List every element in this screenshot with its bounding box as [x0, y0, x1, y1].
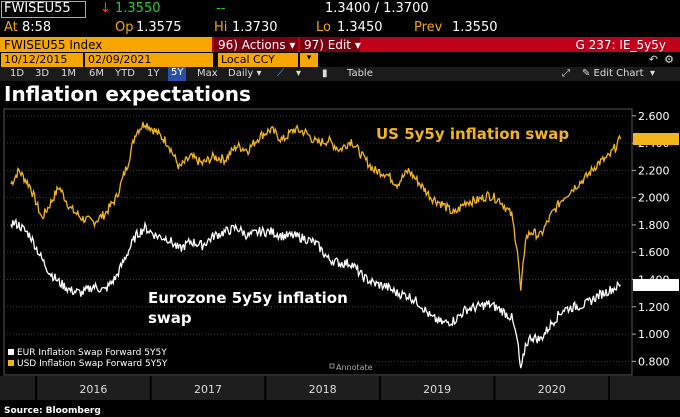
quote-line-2: At 8:58 Op 1.3575 Hi 1.3730 Lo 1.3450 Pr… — [0, 19, 680, 36]
y-tick-label: 2.200 — [638, 164, 670, 177]
eur-annotation-line-1: Eurozone 5y5y inflation — [148, 289, 348, 307]
edit-chart-dropdown-icon[interactable]: ▾ — [650, 68, 656, 79]
period-ytd[interactable]: YTD — [115, 68, 135, 79]
annotate-label: Annotate — [336, 363, 373, 372]
frequency-select[interactable]: Daily ▾ — [228, 68, 262, 79]
currency-field[interactable]: Local CCY — [218, 53, 298, 67]
period-1m[interactable]: 1M — [61, 68, 76, 79]
edit-chart-button[interactable]: ✎ Edit Chart — [582, 68, 644, 79]
open-value: 1.3575 — [136, 20, 182, 35]
x-tick-label: 2020 — [538, 383, 566, 396]
prev-value: 1.3550 — [452, 20, 498, 35]
prev-label: Prev — [414, 20, 443, 35]
bar-chart-icon[interactable]: ▮ — [322, 68, 328, 79]
plot-frame — [3, 108, 633, 376]
bid-ask: 1.3400 / 1.3700 — [325, 1, 429, 16]
down-arrow-icon: ↓ — [100, 1, 111, 16]
legend-box — [6, 345, 374, 371]
y-tick-label: 1.200 — [638, 301, 670, 314]
quote-time: 8:58 — [22, 20, 52, 35]
x-axis-band — [0, 376, 680, 400]
eur-legend-swatch — [8, 349, 14, 355]
undo-icon[interactable]: ↶ — [648, 53, 658, 66]
usd-legend-swatch — [8, 360, 14, 366]
last-price: 1.3550 — [115, 1, 161, 16]
open-label: Op — [115, 20, 134, 35]
line-chart-icon[interactable]: ⟋ — [277, 68, 284, 79]
menu-bar: FWISEU55 Index 96) Actions ▾ 97) Edit ▾ … — [0, 37, 680, 52]
start-date-field[interactable]: 10/12/2015 — [1, 53, 83, 67]
ticker-box[interactable] — [1, 1, 86, 18]
low-value: 1.3450 — [337, 20, 383, 35]
quote-line-1: FWISEU55 ↓ 1.3550 -- 1.3400 / 1.3700 — [0, 0, 680, 19]
usd-series-line-last-marker — [633, 133, 679, 146]
x-tick-label: 2019 — [423, 383, 451, 396]
net-change: -- — [216, 1, 226, 16]
chart-type-dropdown-icon[interactable]: ▾ — [296, 68, 302, 79]
period-1y[interactable]: 1Y — [147, 68, 160, 79]
y-tick-label: 1.000 — [638, 328, 670, 341]
period-3d[interactable]: 3D — [35, 68, 50, 79]
zoom-icon[interactable]: ⤢ — [562, 68, 570, 79]
eur-series-line-last-marker — [633, 278, 679, 291]
edit-menu[interactable]: 97) Edit ▾ — [300, 37, 361, 52]
y-tick-label: 2.600 — [638, 110, 670, 123]
low-label: Lo — [316, 20, 331, 35]
x-tick-label: 2017 — [194, 383, 222, 396]
y-tick-label: 1.600 — [638, 246, 670, 259]
eur-annotation-line-2: swap — [148, 309, 192, 327]
high-label: Hi — [214, 20, 228, 35]
period-1d[interactable]: 1D — [10, 68, 25, 79]
source-note: Source: Bloomberg — [4, 406, 101, 416]
security-name[interactable]: FWISEU55 Index — [0, 37, 212, 52]
at-label: At — [4, 20, 18, 35]
x-tick-label: 2016 — [79, 383, 107, 396]
inflation-chart[interactable]: 2.6002.4002.2002.0001.8001.6001.4001.200… — [0, 107, 680, 405]
chart-toolbar: 1D 3D 1M 6M YTD 1Y 5Y Max Daily ▾ ⟋ ▾ ▮ … — [0, 67, 680, 81]
actions-menu[interactable]: 96) Actions ▾ — [214, 37, 298, 52]
x-tick-label: 2018 — [309, 383, 337, 396]
chart-title: Inflation expectations — [4, 82, 251, 106]
usd-legend-label: USD Inflation Swap Forward 5Y5Y — [17, 359, 168, 369]
usd-annotation: US 5y5y inflation swap — [376, 125, 569, 143]
date-range-bar: 10/12/2015 02/09/2021 Local CCY ▾ ↶ ⚙ — [0, 53, 680, 67]
settings-icon[interactable]: ⚙ — [664, 53, 674, 66]
period-max[interactable]: Max — [197, 68, 218, 79]
end-date-field[interactable]: 02/09/2021 — [85, 53, 213, 67]
y-tick-label: 0.800 — [638, 355, 670, 368]
eur-legend-label: EUR Inflation Swap Forward 5Y5Y — [17, 348, 167, 358]
currency-dropdown-icon[interactable]: ▾ — [300, 53, 318, 67]
y-tick-label: 1.800 — [638, 219, 670, 232]
annotate-icon — [329, 363, 335, 369]
eur-series-line — [10, 217, 621, 369]
y-tick-label: 2.000 — [638, 192, 670, 205]
ticker[interactable]: FWISEU55 — [4, 1, 71, 16]
table-button[interactable]: Table — [347, 68, 373, 79]
function-code: G 237: IE_5y5y — [575, 38, 666, 52]
period-6m[interactable]: 6M — [89, 68, 104, 79]
high-value: 1.3730 — [232, 20, 278, 35]
period-5y[interactable]: 5Y — [168, 67, 187, 81]
usd-series-line — [10, 121, 622, 291]
